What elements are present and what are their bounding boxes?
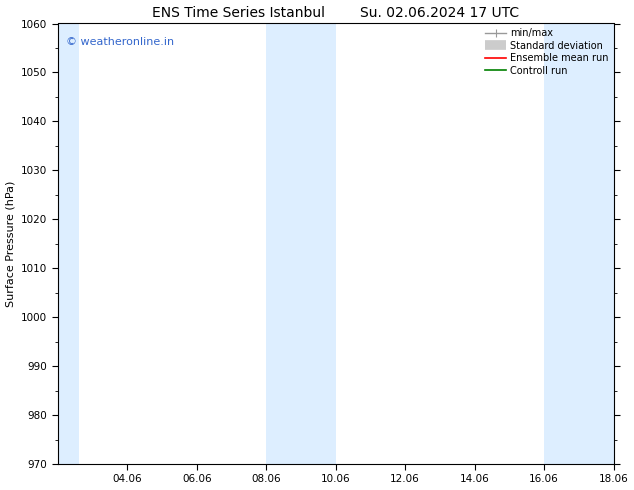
Text: © weatheronline.in: © weatheronline.in (66, 37, 174, 47)
Bar (58, 24, 79, 464)
Legend: min/max, Standard deviation, Ensemble mean run, Controll run: min/max, Standard deviation, Ensemble me… (483, 26, 611, 77)
Y-axis label: Surface Pressure (hPa): Surface Pressure (hPa) (6, 181, 16, 307)
Bar (266, 24, 335, 464)
Title: ENS Time Series Istanbul        Su. 02.06.2024 17 UTC: ENS Time Series Istanbul Su. 02.06.2024 … (152, 5, 519, 20)
Bar (544, 24, 614, 464)
